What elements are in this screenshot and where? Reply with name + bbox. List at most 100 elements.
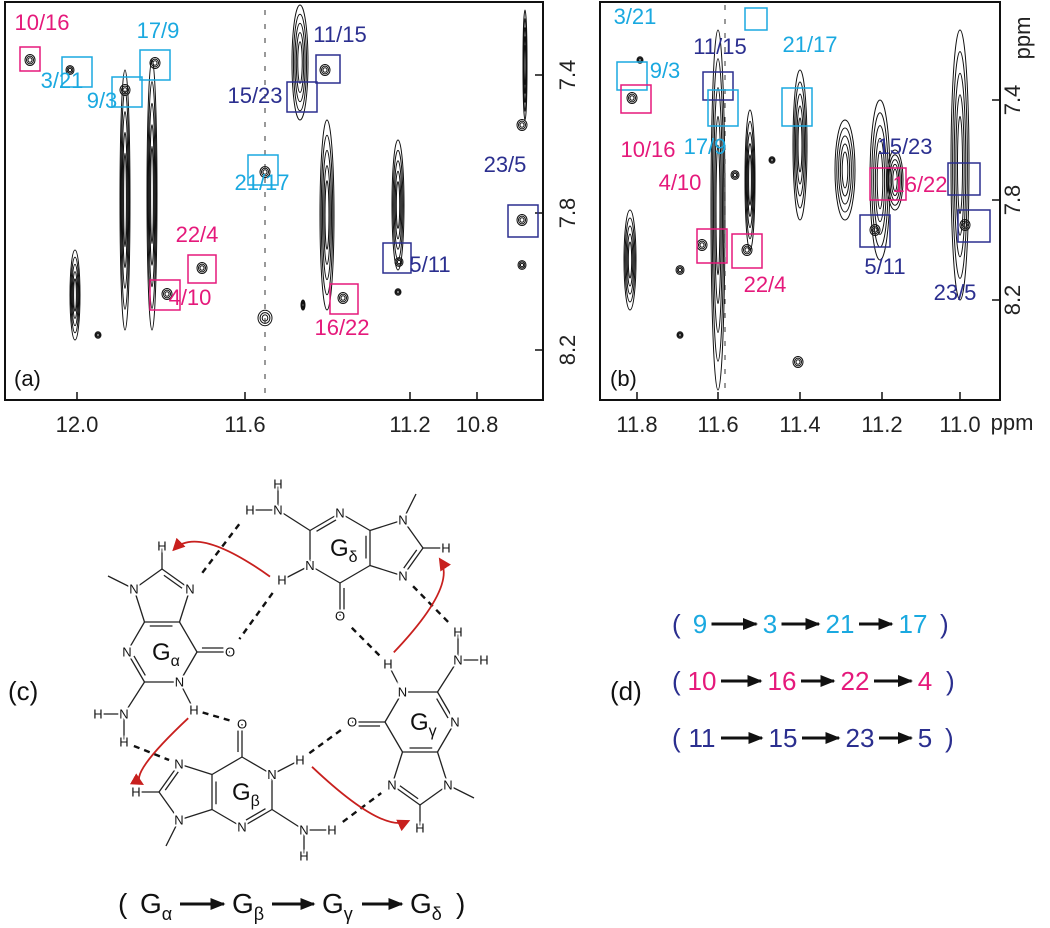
atom-label: H bbox=[441, 541, 450, 556]
contour bbox=[796, 105, 804, 185]
base-subscript: α bbox=[171, 653, 180, 670]
h-bond bbox=[238, 592, 274, 640]
bond bbox=[402, 493, 417, 521]
contour bbox=[94, 331, 102, 339]
h-bond bbox=[199, 523, 241, 576]
bond bbox=[391, 784, 421, 806]
contour bbox=[148, 102, 156, 288]
strand-number: 21 bbox=[826, 609, 855, 639]
bond bbox=[163, 574, 183, 589]
strand-number: 17 bbox=[899, 609, 928, 639]
atom-label: O bbox=[225, 645, 235, 660]
contour bbox=[961, 220, 969, 230]
contour bbox=[27, 57, 33, 63]
atom-label: H bbox=[93, 707, 102, 722]
bond bbox=[277, 509, 311, 532]
contour bbox=[395, 181, 401, 229]
base-label: Gδ bbox=[330, 535, 358, 566]
contour bbox=[198, 263, 206, 273]
contour bbox=[743, 245, 751, 255]
contour bbox=[955, 94, 965, 236]
bond bbox=[339, 564, 371, 584]
contour bbox=[395, 258, 403, 266]
bond bbox=[165, 819, 180, 847]
bond bbox=[161, 568, 191, 590]
atom-label: H bbox=[245, 503, 254, 518]
contour bbox=[623, 209, 637, 311]
contour bbox=[873, 125, 887, 235]
contour bbox=[199, 265, 205, 271]
scheme-item: Gα bbox=[140, 888, 172, 924]
noe-arrow bbox=[393, 557, 451, 654]
peak-label: 15/23 bbox=[877, 134, 932, 159]
bond bbox=[309, 564, 341, 584]
bond bbox=[436, 721, 456, 753]
peak-box bbox=[744, 7, 768, 31]
peak-box bbox=[616, 61, 648, 91]
contour bbox=[322, 67, 328, 73]
peak-box bbox=[382, 242, 412, 274]
contour bbox=[768, 156, 776, 164]
atom-label: H bbox=[415, 821, 424, 836]
contour bbox=[26, 55, 34, 65]
h-bond bbox=[202, 711, 234, 723]
contour bbox=[638, 58, 642, 62]
scheme-name: G bbox=[232, 888, 254, 919]
contour bbox=[295, 32, 305, 93]
atom-label: N bbox=[453, 653, 462, 668]
bond bbox=[107, 575, 135, 590]
bond bbox=[123, 681, 146, 715]
base-label: Gα bbox=[152, 639, 180, 670]
bond bbox=[178, 763, 213, 776]
x-tick-label: 11.0 bbox=[939, 412, 980, 437]
contour bbox=[324, 180, 330, 250]
contour bbox=[626, 233, 634, 287]
atom-label: N bbox=[299, 823, 308, 838]
atom-label: N bbox=[335, 506, 344, 521]
peak-box bbox=[859, 214, 891, 248]
contour bbox=[392, 149, 404, 261]
scheme-item: Gγ bbox=[322, 888, 353, 924]
peak-box bbox=[286, 81, 318, 113]
peak-label: 17/9 bbox=[137, 18, 180, 43]
base-subscript: β bbox=[251, 793, 260, 810]
contour bbox=[66, 66, 74, 74]
contour bbox=[70, 256, 80, 334]
contour bbox=[518, 215, 526, 225]
bond bbox=[384, 691, 404, 723]
bond bbox=[133, 655, 146, 676]
peak-label: 15/23 bbox=[227, 83, 282, 108]
peak-box bbox=[731, 233, 763, 269]
scheme-name: G bbox=[410, 888, 432, 919]
contour bbox=[839, 143, 851, 197]
paren: ) bbox=[946, 666, 955, 696]
peak-label: 3/21 bbox=[41, 68, 84, 93]
paren: ( bbox=[672, 723, 681, 753]
peak-label: 11/15 bbox=[693, 34, 746, 59]
atom-label: N bbox=[305, 558, 314, 573]
contour bbox=[732, 172, 738, 178]
scheme-paren: ( bbox=[118, 888, 128, 919]
bond bbox=[158, 791, 180, 821]
noe-arrow bbox=[172, 537, 271, 578]
contour bbox=[96, 333, 100, 337]
base-name: G bbox=[232, 779, 251, 806]
contour bbox=[395, 289, 401, 295]
contour bbox=[297, 41, 303, 84]
atom-label: N bbox=[237, 820, 246, 835]
contour bbox=[838, 135, 852, 205]
contour bbox=[320, 134, 334, 296]
panel-d: (d) (9 3 21 17) (10 16 22 4) (11 15 23 5) bbox=[610, 609, 955, 753]
scheme-subscript: β bbox=[254, 904, 264, 924]
contour bbox=[161, 288, 173, 300]
contour bbox=[519, 122, 525, 128]
contour bbox=[122, 87, 128, 93]
contour bbox=[164, 291, 170, 297]
atom-label: N bbox=[398, 685, 407, 700]
contour bbox=[163, 289, 171, 299]
base-subscript: δ bbox=[349, 549, 358, 566]
peak-box bbox=[61, 56, 93, 88]
contour bbox=[744, 247, 750, 253]
contour bbox=[876, 150, 884, 210]
contour bbox=[518, 261, 526, 269]
